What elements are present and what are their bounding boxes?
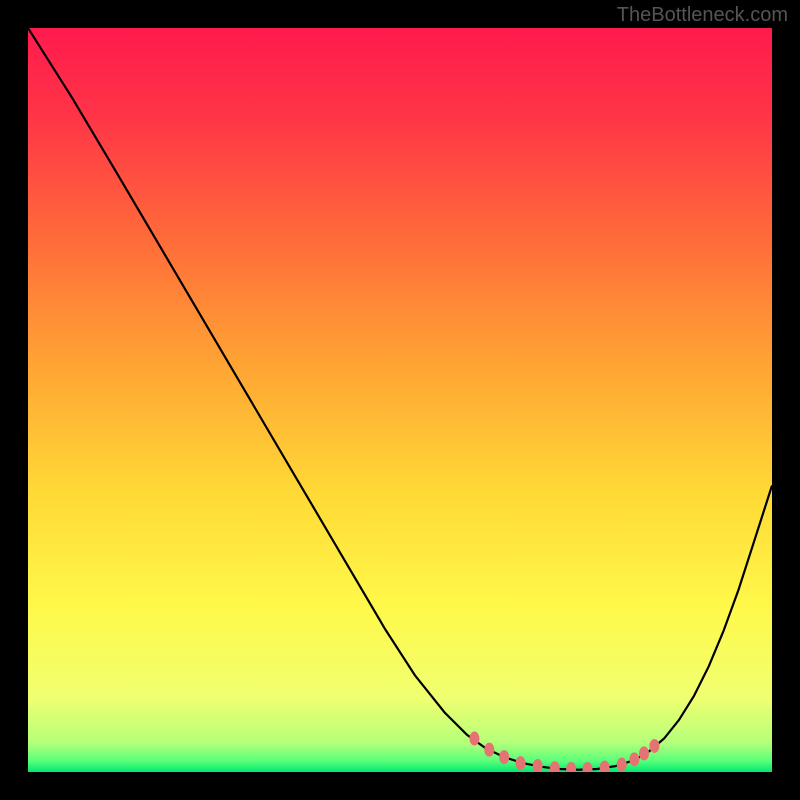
marker-point <box>469 732 479 746</box>
marker-point <box>484 743 494 757</box>
curve-markers <box>469 732 659 772</box>
marker-point <box>629 752 639 766</box>
curve-line <box>28 28 772 770</box>
marker-point <box>550 761 560 772</box>
marker-point <box>582 762 592 772</box>
marker-point <box>649 739 659 753</box>
bottleneck-curve <box>28 28 772 772</box>
marker-point <box>533 759 543 772</box>
marker-point <box>516 756 526 770</box>
plot-area <box>28 28 772 772</box>
marker-point <box>499 750 509 764</box>
watermark-text: TheBottleneck.com <box>617 4 788 27</box>
marker-point <box>617 758 627 772</box>
marker-point <box>639 746 649 760</box>
marker-point <box>566 762 576 772</box>
marker-point <box>600 761 610 772</box>
